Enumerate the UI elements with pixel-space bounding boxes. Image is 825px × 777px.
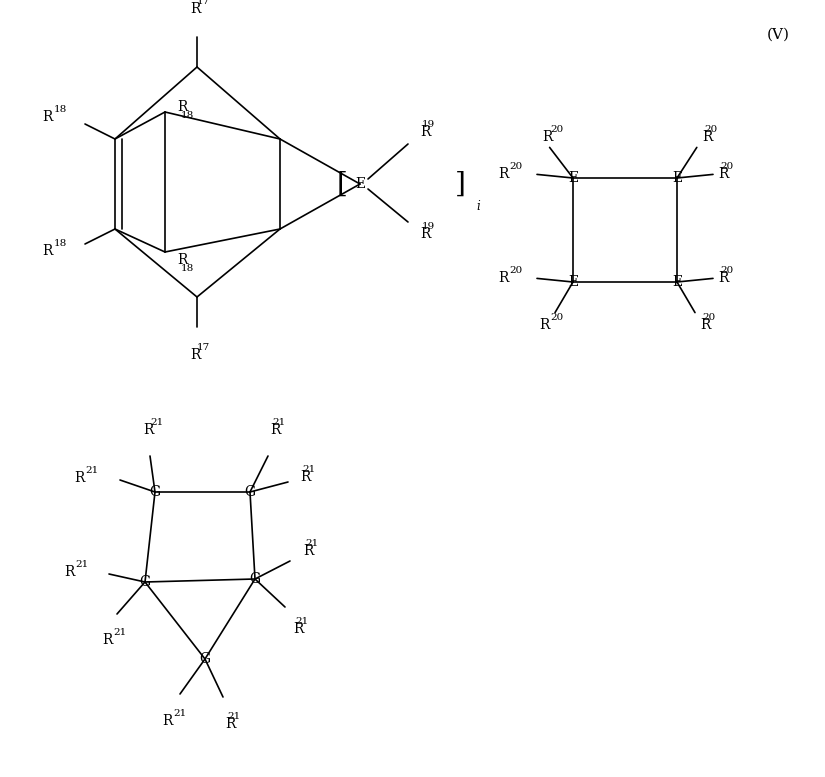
Text: R: R: [303, 544, 314, 558]
Text: E: E: [672, 171, 682, 185]
Text: R: R: [102, 633, 113, 647]
Text: [: [: [337, 170, 347, 197]
Text: R: R: [190, 348, 200, 362]
Text: 19: 19: [422, 222, 436, 232]
Text: R: R: [718, 270, 728, 284]
Text: 17: 17: [197, 343, 210, 352]
Text: 20: 20: [550, 313, 563, 322]
Text: 20: 20: [720, 266, 733, 275]
Text: E: E: [355, 177, 365, 191]
Text: R: R: [177, 253, 187, 267]
Text: R: R: [190, 2, 200, 16]
Text: 21: 21: [173, 709, 186, 718]
Text: 21: 21: [76, 560, 89, 570]
Text: R: R: [700, 319, 710, 333]
Text: R: R: [163, 714, 173, 728]
Text: 20: 20: [510, 266, 523, 275]
Text: R: R: [702, 130, 712, 144]
Text: 18: 18: [181, 111, 194, 120]
Text: R: R: [177, 100, 187, 114]
Text: R: R: [300, 470, 310, 484]
Text: E: E: [568, 171, 578, 185]
Text: R: R: [498, 167, 509, 181]
Text: E: E: [568, 275, 578, 289]
Text: 19: 19: [422, 120, 436, 129]
Text: R: R: [420, 125, 431, 139]
Text: ]: ]: [455, 170, 465, 197]
Text: R: R: [143, 423, 153, 437]
Text: 21: 21: [272, 418, 285, 427]
Text: (V): (V): [766, 28, 790, 42]
Text: G: G: [249, 572, 261, 586]
Text: i: i: [476, 200, 480, 212]
Text: 20: 20: [702, 313, 715, 322]
Text: R: R: [270, 423, 281, 437]
Text: E: E: [672, 275, 682, 289]
Text: R: R: [420, 227, 431, 241]
Text: 21: 21: [227, 713, 240, 721]
Text: 17: 17: [197, 0, 210, 6]
Text: R: R: [543, 130, 553, 144]
Text: R: R: [43, 244, 53, 258]
Text: G: G: [139, 575, 150, 589]
Text: R: R: [225, 717, 235, 731]
Text: R: R: [43, 110, 53, 124]
Text: G: G: [200, 652, 210, 666]
Text: R: R: [64, 565, 75, 579]
Text: 21: 21: [302, 465, 315, 474]
Text: 21: 21: [305, 539, 318, 549]
Text: 21: 21: [295, 617, 309, 626]
Text: 18: 18: [54, 239, 67, 249]
Text: G: G: [149, 485, 161, 499]
Text: R: R: [718, 167, 728, 181]
Text: 21: 21: [150, 418, 163, 427]
Text: R: R: [498, 270, 509, 284]
Text: G: G: [244, 485, 256, 499]
Text: R: R: [74, 471, 85, 485]
Text: 18: 18: [54, 106, 67, 114]
Text: 20: 20: [704, 125, 717, 134]
Text: 18: 18: [181, 264, 194, 273]
Text: 20: 20: [510, 162, 523, 171]
Text: R: R: [293, 622, 304, 636]
Text: 21: 21: [86, 466, 99, 476]
Text: R: R: [540, 319, 550, 333]
Text: 20: 20: [720, 162, 733, 171]
Text: 20: 20: [550, 125, 563, 134]
Text: 21: 21: [114, 629, 127, 637]
